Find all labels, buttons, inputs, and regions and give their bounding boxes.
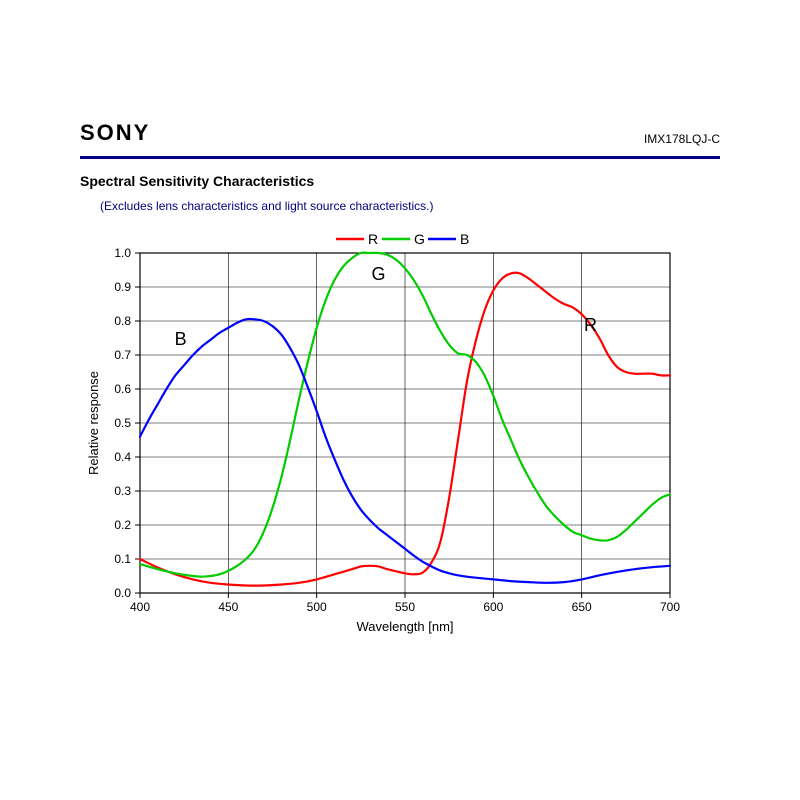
xtick-label: 450 bbox=[218, 600, 238, 614]
legend-label: B bbox=[460, 231, 469, 247]
annotation-R: R bbox=[584, 315, 597, 335]
ytick-label: 0.6 bbox=[114, 382, 131, 396]
datasheet-page: SONY IMX178LQJ-C Spectral Sensitivity Ch… bbox=[0, 0, 800, 800]
xtick-label: 400 bbox=[130, 600, 150, 614]
xtick-label: 600 bbox=[483, 600, 503, 614]
xtick-label: 550 bbox=[395, 600, 415, 614]
header-rule bbox=[80, 156, 720, 159]
legend-label: R bbox=[368, 231, 378, 247]
ytick-label: 0.4 bbox=[114, 450, 131, 464]
ytick-label: 0.0 bbox=[114, 586, 131, 600]
spectral-sensitivity-chart: 400 450 500 550 600 650 700 0.0 0.1 0.2 0.3 0.4 0.5 0… bbox=[80, 223, 720, 643]
ylabel: Relative response bbox=[86, 371, 101, 475]
xtick-label: 500 bbox=[307, 600, 327, 614]
ytick-label: 0.2 bbox=[114, 518, 131, 532]
ytick-label: 0.3 bbox=[114, 484, 131, 498]
part-number: IMX178LQJ-C bbox=[644, 132, 720, 146]
section-subtitle: (Excludes lens characteristics and light… bbox=[100, 199, 720, 213]
header-row: SONY IMX178LQJ-C bbox=[80, 120, 720, 146]
ytick-label: 0.9 bbox=[114, 280, 131, 294]
legend-label: G bbox=[414, 231, 425, 247]
xtick-label: 700 bbox=[660, 600, 680, 614]
ytick-label: 0.7 bbox=[114, 348, 131, 362]
xlabel: Wavelength [nm] bbox=[356, 619, 453, 634]
ytick-label: 0.1 bbox=[114, 552, 131, 566]
xtick-label: 650 bbox=[572, 600, 592, 614]
chart-svg: 400 450 500 550 600 650 700 0.0 0.1 0.2 0.3 0.4 0.5 0… bbox=[80, 223, 680, 643]
ytick-label: 1.0 bbox=[114, 246, 131, 260]
chart-bg bbox=[80, 223, 680, 643]
section-title: Spectral Sensitivity Characteristics bbox=[80, 173, 720, 189]
ytick-label: 0.5 bbox=[114, 416, 131, 430]
sony-logo: SONY bbox=[80, 120, 150, 146]
annotation-B: B bbox=[175, 329, 187, 349]
ytick-label: 0.8 bbox=[114, 314, 131, 328]
annotation-G: G bbox=[371, 264, 385, 284]
